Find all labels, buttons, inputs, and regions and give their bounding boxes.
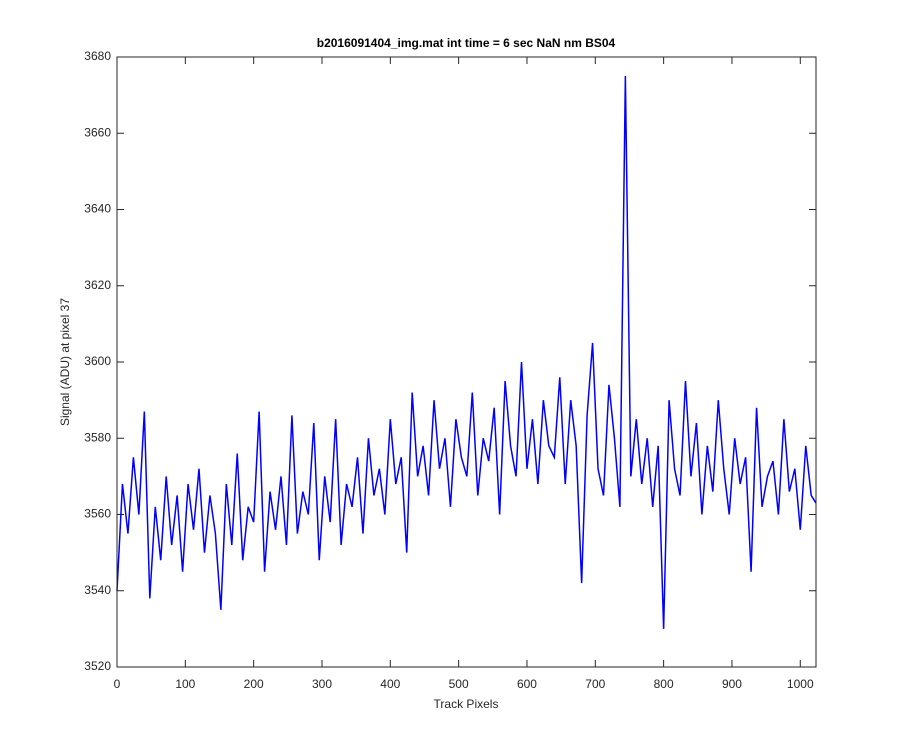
x-tick-label: 500 (449, 677, 469, 691)
x-tick-label: 600 (517, 677, 537, 691)
y-tick-label: 3680 (84, 49, 111, 63)
x-tick-label: 200 (244, 677, 264, 691)
y-tick-label: 3640 (84, 202, 111, 216)
y-tick-label: 3520 (84, 659, 111, 673)
x-axis-label: Track Pixels (434, 697, 499, 711)
x-tick-label: 0 (114, 677, 121, 691)
data-line (116, 76, 817, 629)
x-tick-label: 900 (722, 677, 742, 691)
x-tick-label: 300 (312, 677, 332, 691)
y-axis-label: Signal (ADU) at pixel 37 (58, 298, 72, 426)
chart-title: b2016091404_img.mat int time = 6 sec NaN… (317, 36, 616, 50)
x-tick-label: 700 (585, 677, 605, 691)
y-tick-label: 3560 (84, 507, 111, 521)
y-tick-label: 3620 (84, 278, 111, 292)
y-tick-label: 3540 (84, 583, 111, 597)
plot-frame (116, 56, 817, 668)
x-tick-label: 100 (175, 677, 195, 691)
y-tick-label: 3600 (84, 354, 111, 368)
x-tick-label: 800 (654, 677, 674, 691)
y-tick-label: 3660 (84, 125, 111, 139)
x-tick-label: 400 (380, 677, 400, 691)
x-tick-label: 1000 (787, 677, 814, 691)
y-tick-label: 3580 (84, 430, 111, 444)
